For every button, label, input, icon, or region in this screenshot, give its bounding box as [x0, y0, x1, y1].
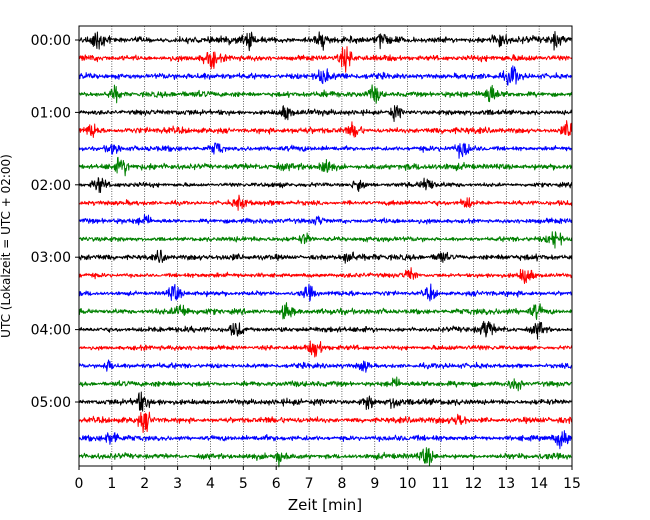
seismic-trace-0230 [78, 214, 573, 226]
seismic-trace-0400 [78, 320, 573, 340]
y-axis: 00:00 01:00 02:00 03:00 04:00 05:00 [31, 33, 79, 411]
seismic-trace-0100 [78, 105, 573, 123]
x-tick-label: 13 [497, 476, 515, 492]
y-tick-label: 01:00 [31, 105, 71, 121]
seismic-trace-0215 [78, 194, 573, 211]
x-tick-label: 1 [107, 476, 116, 492]
x-tick-label: 2 [140, 476, 149, 492]
y-tick-label: 02:00 [31, 178, 71, 194]
plot-frame [78, 25, 573, 467]
seismic-trace-0015 [78, 46, 573, 73]
seismic-trace-0030 [78, 65, 573, 86]
seismic-trace-0115 [78, 120, 573, 138]
seismic-trace-0330 [78, 283, 573, 302]
x-tick-label: 5 [239, 476, 248, 492]
x-tick-label: 4 [206, 476, 215, 492]
y-axis-label: UTC (Lokalzeit = UTC + 02:00) [0, 154, 13, 338]
seismic-trace-0200 [78, 177, 573, 193]
seismic-trace-0430 [78, 359, 573, 373]
x-tick-label: 10 [399, 476, 417, 492]
seismic-trace-0300 [78, 249, 573, 264]
x-tick-label: 0 [75, 476, 84, 492]
seismic-trace-0130 [78, 142, 573, 159]
seismic-trace-0045 [78, 84, 573, 104]
x-tick-label: 11 [432, 476, 450, 492]
traces [78, 31, 573, 468]
x-axis: 0 1 2 3 4 5 6 7 8 9 10 11 12 13 14 15 [75, 466, 581, 492]
x-tick-label: 12 [464, 476, 482, 492]
x-tick-label: 15 [563, 476, 581, 492]
y-tick-label: 00:00 [31, 33, 71, 49]
seismic-trace-0315 [78, 267, 573, 284]
x-axis-label: Zeit [min] [288, 496, 362, 514]
x-tick-label: 8 [337, 476, 346, 492]
seismic-trace-0000 [78, 31, 573, 52]
seismic-trace-0545 [78, 447, 573, 468]
x-tick-label: 6 [272, 476, 281, 492]
x-tick-label: 3 [173, 476, 182, 492]
seismic-trace-0345 [78, 302, 573, 320]
seismic-trace-0245 [78, 231, 573, 249]
seismic-trace-0145 [78, 156, 573, 177]
x-tick-label: 9 [370, 476, 379, 492]
seismic-trace-0530 [78, 430, 573, 450]
x-tick-label: 14 [530, 476, 548, 492]
seismic-trace-0515 [78, 411, 573, 434]
seismic-trace-0445 [78, 376, 573, 392]
y-tick-label: 04:00 [31, 323, 71, 339]
x-tick-label: 7 [305, 476, 314, 492]
seismic-trace-0415 [78, 340, 573, 358]
y-tick-label: 05:00 [31, 395, 71, 411]
y-tick-label: 03:00 [31, 250, 71, 266]
seismic-trace-0500 [78, 391, 573, 412]
